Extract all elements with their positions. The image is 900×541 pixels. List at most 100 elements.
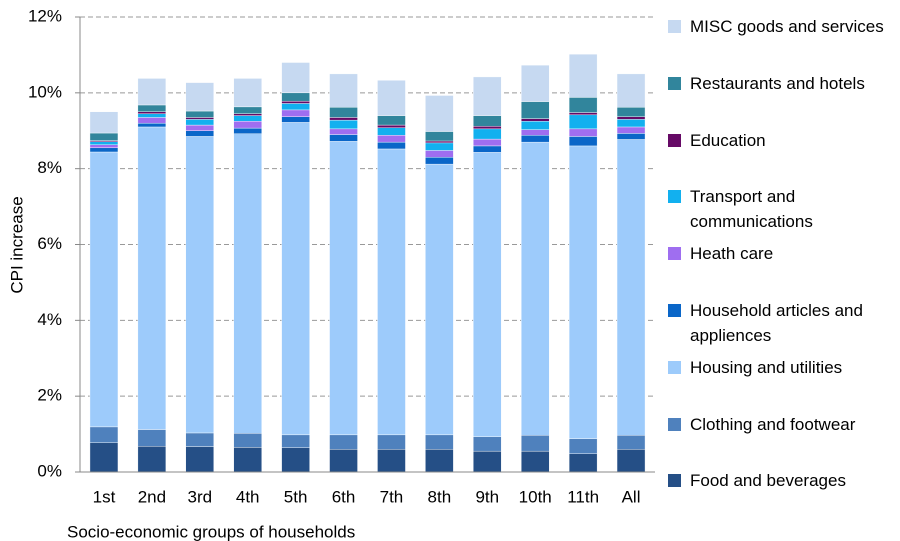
legend-label: Housing and utilities <box>690 357 843 377</box>
bar-segment <box>616 133 646 140</box>
legend-item: Transport and communications <box>668 184 893 234</box>
bar-segment <box>233 433 262 448</box>
y-tick-label: 0% <box>37 461 62 480</box>
bar-segment <box>473 115 502 127</box>
bar-segment <box>89 141 119 145</box>
bar-segment <box>568 97 598 113</box>
bar-segment <box>377 148 406 436</box>
legend-label: Restaurants and hotels <box>690 73 865 93</box>
bar-segment <box>377 127 406 136</box>
bar-segment <box>425 131 454 142</box>
legend-item: Housing and utilities <box>668 355 893 380</box>
bar-segment <box>233 133 262 434</box>
bar-segment <box>425 157 454 165</box>
bar-segment <box>185 82 214 112</box>
y-axis-title: CPI increase <box>7 196 26 293</box>
bar-segment <box>281 100 310 104</box>
bar-segment <box>377 124 406 128</box>
bar-segment <box>473 76 502 116</box>
bar-segment <box>89 111 119 134</box>
bar-segment <box>377 80 406 116</box>
bar-segment <box>329 434 358 450</box>
legend-swatch <box>668 474 681 488</box>
bar-segment <box>281 434 310 448</box>
legend-swatch <box>668 190 681 204</box>
bar-segment <box>425 95 454 132</box>
bar-segment <box>233 113 262 116</box>
x-tick-label: 9th <box>475 487 499 506</box>
y-tick-label: 12% <box>28 6 62 25</box>
x-tick-label: 2nd <box>138 487 166 506</box>
bar-segment <box>233 121 262 129</box>
bar-segment <box>521 135 550 143</box>
legend-label: MISC goods and services <box>690 17 884 36</box>
bar-segment <box>377 141 406 150</box>
bar-segment <box>568 112 598 116</box>
y-tick-label: 2% <box>37 386 62 405</box>
bar-segment <box>521 64 550 102</box>
legend-label: Education <box>690 130 766 150</box>
x-axis-title: Socio-economic groups of households <box>67 522 355 541</box>
bar-segment <box>89 144 119 149</box>
y-tick-label: 10% <box>28 82 62 101</box>
bar-segment <box>521 121 550 130</box>
bar-segment <box>377 449 406 473</box>
bar-segment <box>568 438 598 454</box>
y-tick-label: 8% <box>37 158 62 177</box>
bar-segment <box>137 429 167 447</box>
legend-swatch <box>668 133 681 147</box>
bar-segment <box>377 115 406 126</box>
bar-segment <box>185 130 214 137</box>
bar-segment <box>281 62 310 94</box>
bar-segment <box>281 122 310 436</box>
x-tick-label: 6th <box>332 487 356 506</box>
bar-segment <box>616 435 646 450</box>
bar-segment <box>425 150 454 158</box>
bar-segment <box>568 145 598 439</box>
legend-item: Food and beverages <box>668 468 893 493</box>
bar-segment <box>568 53 598 98</box>
bar-segment <box>473 450 502 473</box>
legend-swatch <box>668 304 681 317</box>
bar-segment <box>473 145 502 153</box>
bar-segment <box>568 128 598 137</box>
bar-segment <box>568 453 598 473</box>
bar-segment <box>329 128 358 135</box>
bar-segment <box>137 78 167 106</box>
bar-segment <box>89 426 119 444</box>
bar-segment <box>233 127 262 134</box>
legend-label: Household articles and appliences <box>690 301 863 345</box>
bar-segment <box>521 450 550 473</box>
bar-segment <box>185 432 214 447</box>
bar-segment <box>473 152 502 437</box>
bar-segment <box>233 106 262 114</box>
bar-segment <box>137 122 167 128</box>
bar-segment <box>281 447 310 473</box>
legend-item: Household articles and appliences <box>668 298 893 348</box>
bar-segment <box>521 101 550 119</box>
bar-segment <box>137 104 167 112</box>
bar-segment <box>473 436 502 452</box>
bar-segment <box>137 111 167 114</box>
x-tick-label: 1st <box>93 487 116 506</box>
bar-segment <box>137 126 167 430</box>
legend-swatch <box>668 360 681 374</box>
legend-item: MISC goods and services <box>668 14 893 39</box>
x-tick-label: 8th <box>428 487 452 506</box>
bar-segment <box>329 117 358 121</box>
legend-label: Food and beverages <box>690 471 846 491</box>
bar-segment <box>377 135 406 143</box>
bar-segment <box>568 136 598 147</box>
bar-segment <box>616 107 646 117</box>
bar-segment <box>329 119 358 130</box>
bar-segment <box>329 141 358 436</box>
x-tick-label: 11th <box>567 487 599 506</box>
legend-label: Clothing and footwear <box>690 414 856 434</box>
bar-segment <box>425 140 454 144</box>
bar-segment <box>568 114 598 130</box>
bar-segment <box>233 447 262 473</box>
bar-segment <box>473 128 502 140</box>
legend-label: Transport and communications <box>690 187 813 232</box>
